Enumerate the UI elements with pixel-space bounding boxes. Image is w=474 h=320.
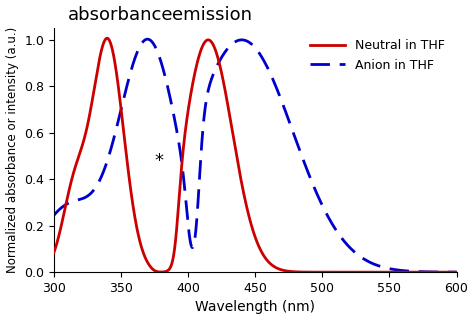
Y-axis label: Normalized absorbance or intensity (a.u.): Normalized absorbance or intensity (a.u.… [6, 27, 18, 273]
Legend: Neutral in THF, Anion in THF: Neutral in THF, Anion in THF [305, 35, 450, 77]
Text: absorbance: absorbance [68, 6, 173, 24]
Text: emission: emission [172, 6, 252, 24]
Text: *: * [154, 152, 163, 170]
X-axis label: Wavelength (nm): Wavelength (nm) [195, 300, 315, 315]
